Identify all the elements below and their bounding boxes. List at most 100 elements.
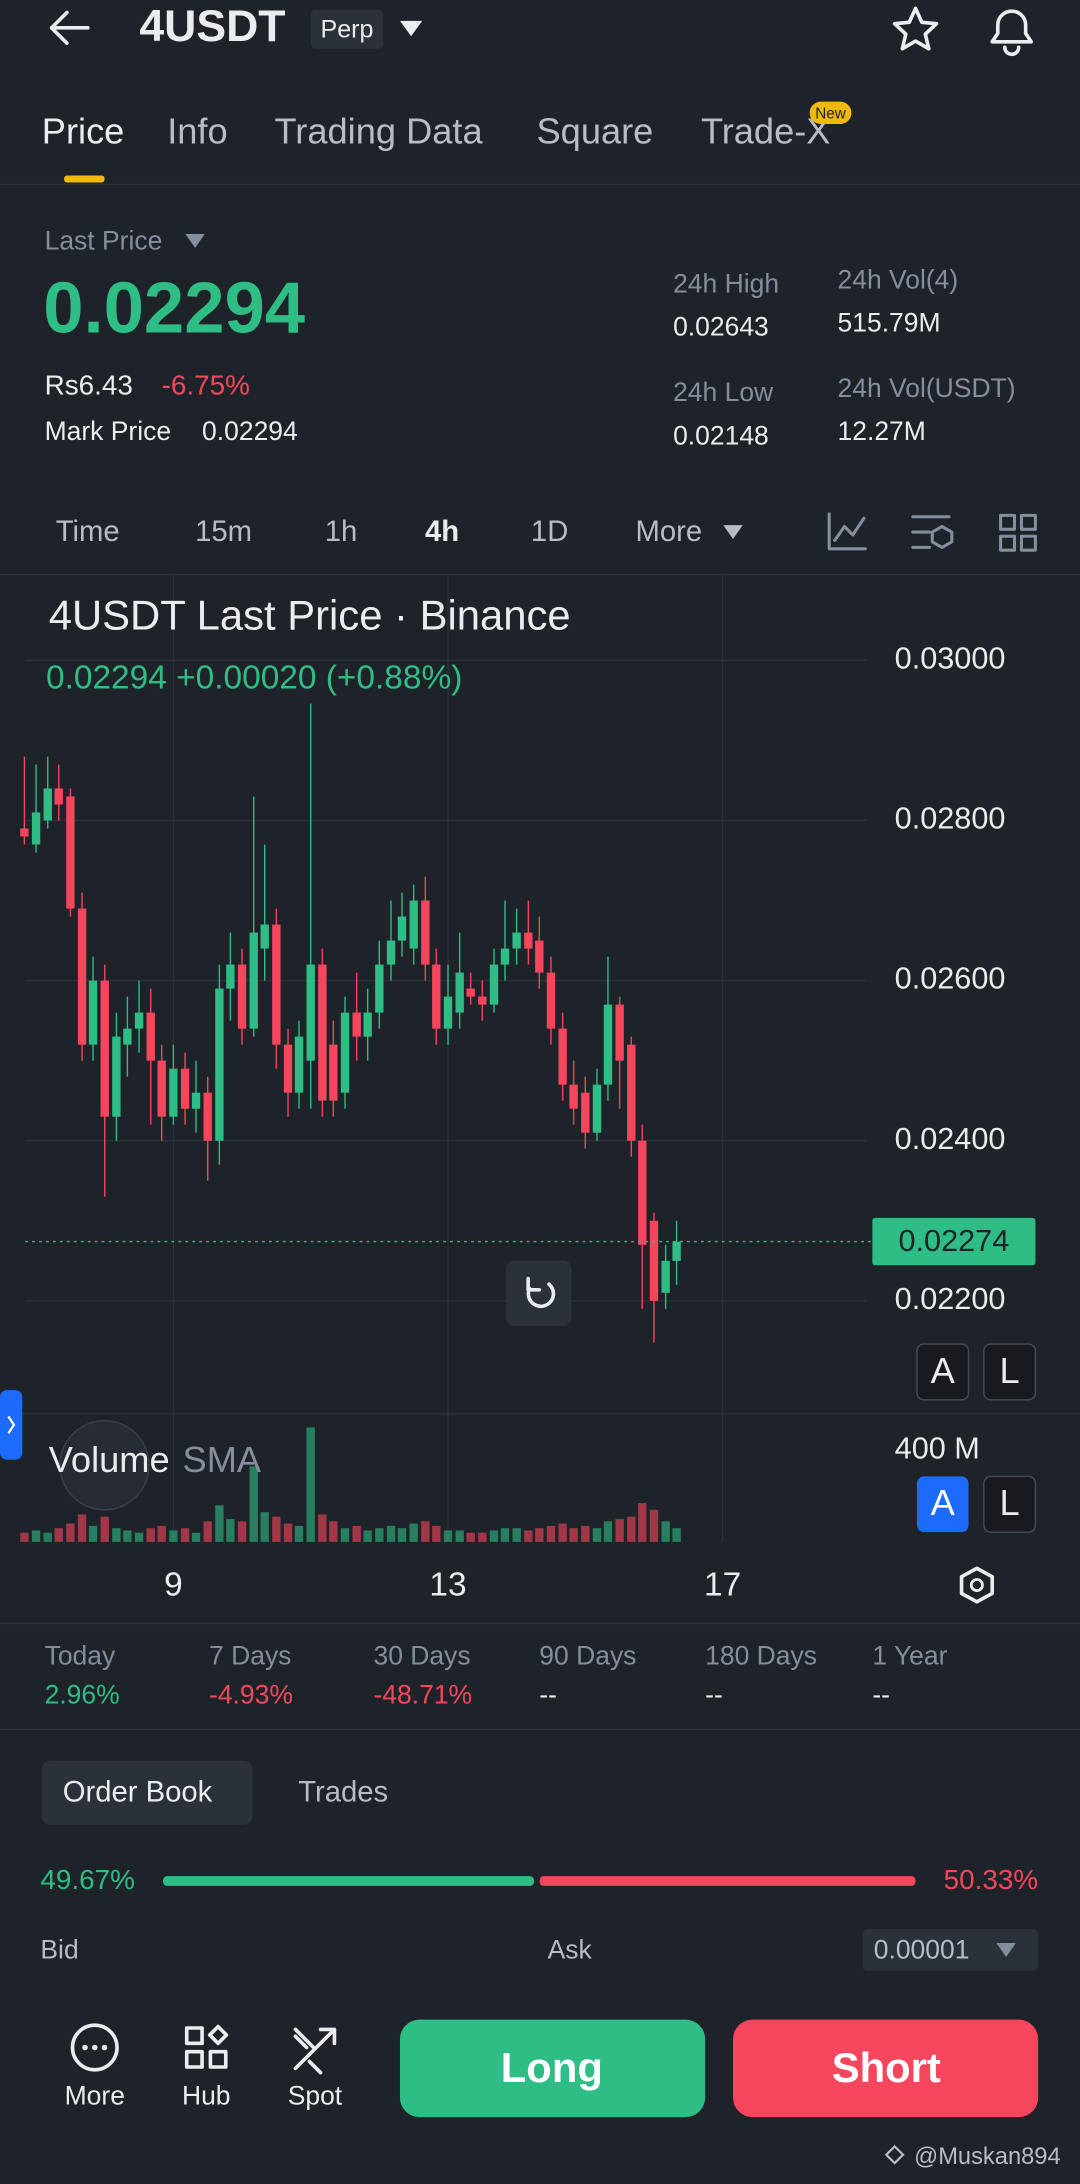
long-label[interactable]: Long: [501, 2044, 603, 2091]
interval[interactable]: Time: [56, 516, 120, 548]
volume-bar: [340, 1528, 350, 1542]
more-icon[interactable]: [70, 2023, 119, 2072]
auto-button[interactable]: [916, 1476, 969, 1533]
volume-label: Volume: [49, 1439, 170, 1480]
volume-bar: [249, 1466, 258, 1542]
volume-bar: [397, 1528, 407, 1542]
perf-label: 90 Days: [539, 1641, 636, 1671]
volume-bar: [546, 1525, 556, 1542]
candle-body: [169, 1068, 178, 1117]
candle-body: [672, 1241, 681, 1261]
dropdown[interactable]: [185, 234, 205, 248]
bell-icon[interactable]: [990, 9, 1034, 57]
volume-bar: [672, 1528, 681, 1542]
log-button[interactable]: [983, 1343, 1037, 1401]
y-tick-label: 0.02200: [895, 1282, 1006, 1316]
interval[interactable]: More: [635, 516, 702, 548]
volume-bar: [558, 1523, 567, 1542]
new-badge: New: [815, 105, 847, 122]
candle-body: [569, 1084, 578, 1109]
candle-body: [226, 964, 235, 989]
nav-label[interactable]: More: [65, 2081, 125, 2111]
tab[interactable]: Square: [537, 110, 654, 151]
candle-body: [77, 908, 87, 1045]
candle-body: [375, 964, 384, 1013]
candle-body: [340, 1012, 350, 1093]
dot: [101, 2044, 108, 2051]
reset-icon[interactable]: [526, 1276, 556, 1309]
volume-bar: [294, 1525, 304, 1542]
auto-button[interactable]: [916, 1343, 970, 1401]
volume-bar: [627, 1516, 636, 1542]
x-tick-label: 17: [704, 1566, 741, 1603]
tab[interactable]: Info: [167, 110, 227, 151]
layout-icon[interactable]: [999, 513, 1037, 552]
perf-label: 180 Days: [705, 1641, 817, 1671]
precision-select[interactable]: [862, 1929, 1039, 1971]
dropdown[interactable]: [723, 525, 743, 540]
candle-body: [203, 1092, 212, 1141]
volume-bar: [123, 1530, 132, 1542]
symbol: 4USDT: [139, 2, 285, 51]
interval[interactable]: 4h: [425, 516, 459, 548]
volume-bar: [329, 1521, 338, 1542]
log-button[interactable]: [983, 1475, 1037, 1533]
candle-body: [432, 964, 441, 1029]
tab[interactable]: Price: [42, 110, 125, 151]
candle-body: [386, 940, 396, 965]
candle-body: [318, 964, 327, 1101]
local-price: Rs6.43: [45, 370, 133, 401]
bid-percent: 49.67%: [40, 1864, 135, 1895]
volume-bar: [352, 1525, 361, 1542]
perf-value: 2.96%: [45, 1680, 120, 1710]
nav-label[interactable]: Spot: [288, 2081, 343, 2111]
reset-button[interactable]: [505, 1260, 572, 1326]
perf-label: 30 Days: [373, 1641, 470, 1671]
candle-body: [649, 1220, 659, 1301]
interval[interactable]: 1D: [531, 516, 568, 548]
candle-body: [272, 924, 281, 1045]
candle-body: [466, 988, 475, 997]
ratio-bar: [163, 1876, 916, 1886]
volume-bar: [54, 1528, 63, 1542]
chart-title: 4USDT Last Price · Binance: [49, 591, 571, 638]
favorite-icon[interactable]: [892, 6, 939, 51]
interval[interactable]: 15m: [195, 516, 252, 548]
tab[interactable]: Trade-X: [701, 110, 831, 151]
volume-bar: [283, 1523, 293, 1542]
candle-body: [100, 980, 109, 1117]
symbol-dropdown[interactable]: [399, 20, 423, 37]
chart-settings[interactable]: [959, 1566, 995, 1604]
order-book-tab[interactable]: Order Book: [63, 1777, 213, 1809]
order-book-tab-bg: [41, 1760, 253, 1825]
sma-label: SMA: [183, 1439, 262, 1480]
short-label[interactable]: Short: [832, 2044, 941, 2091]
spot-icon[interactable]: [293, 2027, 337, 2075]
volume-bar: [31, 1530, 41, 1542]
log-button-label: L: [1000, 1350, 1020, 1391]
volume-tick-label: 400 M: [895, 1431, 980, 1465]
short-button[interactable]: [733, 2019, 1039, 2118]
hub-icon[interactable]: [184, 2024, 229, 2069]
indicator-icon[interactable]: [827, 512, 867, 551]
trades-tab[interactable]: Trades: [298, 1777, 388, 1809]
candle-body: [112, 1036, 121, 1117]
candle-body: [157, 1060, 166, 1117]
settings-icon[interactable]: [911, 515, 954, 549]
long-button[interactable]: [399, 2019, 706, 2118]
tab[interactable]: Trading Data: [275, 110, 484, 151]
volume-bar: [638, 1502, 647, 1542]
interval[interactable]: 1h: [325, 516, 358, 548]
back-button[interactable]: [49, 10, 90, 45]
candle-body: [500, 948, 510, 965]
candle-body: [478, 996, 487, 1005]
volume-bar: [432, 1525, 441, 1542]
candle-body: [512, 932, 521, 949]
candle-body: [409, 900, 418, 949]
nav-label[interactable]: Hub: [182, 2081, 231, 2111]
divider: [0, 573, 1080, 576]
side-tab[interactable]: [0, 1390, 23, 1460]
volume-bar: [500, 1528, 510, 1542]
